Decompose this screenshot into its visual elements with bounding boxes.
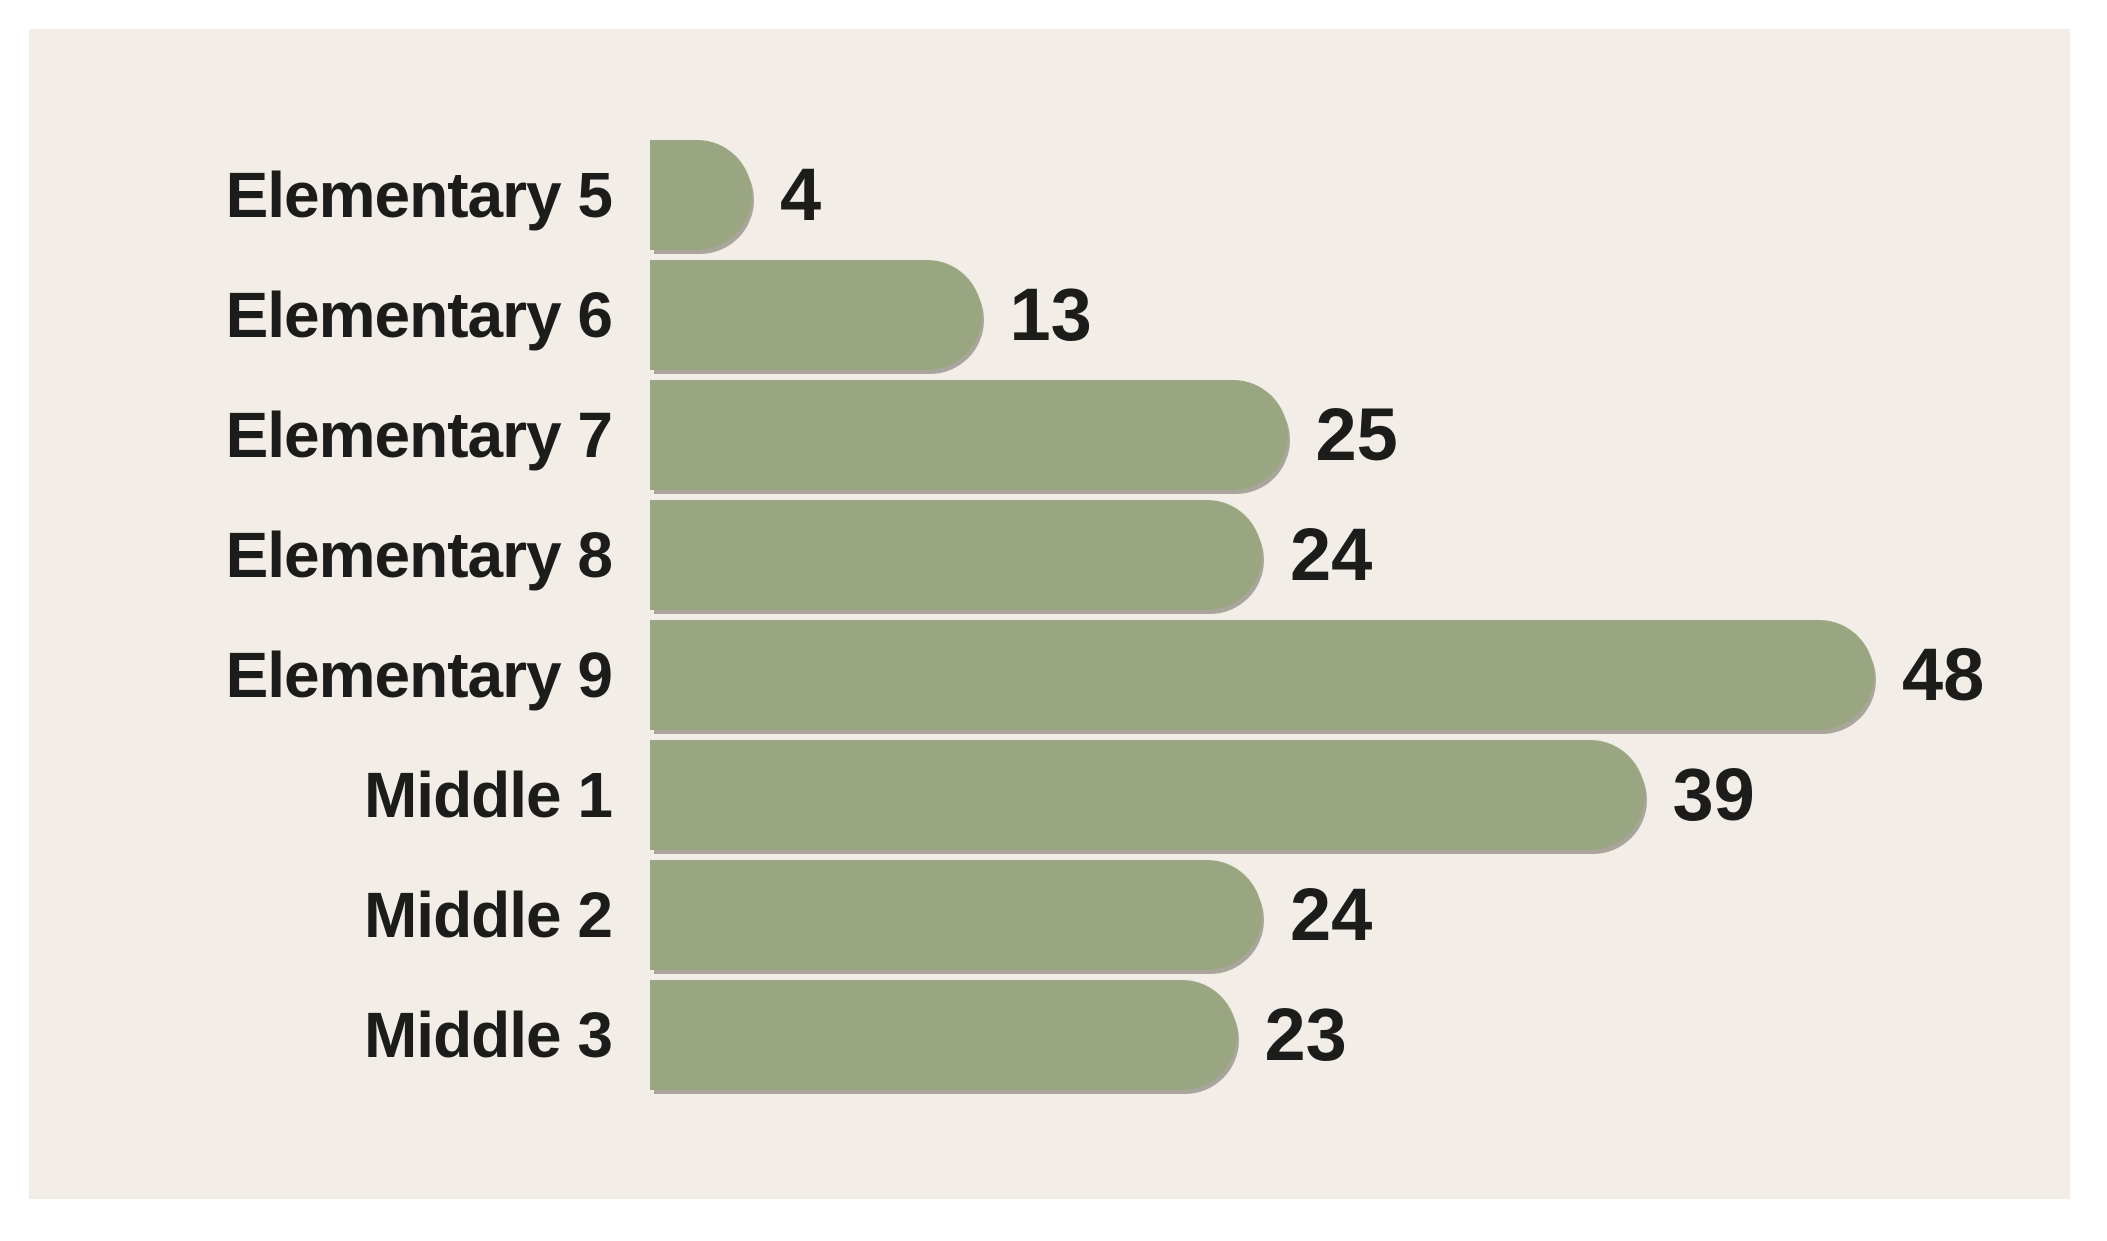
bar xyxy=(650,860,1262,970)
bar xyxy=(650,500,1262,610)
value-label: 39 xyxy=(1672,753,1755,836)
chart-row: Elementary 9 48 xyxy=(29,620,2070,730)
bar xyxy=(650,980,1237,1090)
bar-track: 23 xyxy=(650,980,2070,1090)
category-label: Middle 1 xyxy=(363,759,613,831)
value-label: 24 xyxy=(1290,873,1373,956)
chart-row: Elementary 6 13 xyxy=(29,260,2070,370)
chart-panel: Elementary 5 4 Elementary 6 13 Elementary 7 2… xyxy=(29,29,2070,1199)
bar-track: 39 xyxy=(650,740,2070,850)
bar-chart: Elementary 5 4 Elementary 6 13 Elementary 7 2… xyxy=(29,140,2070,1100)
value-label: 24 xyxy=(1290,513,1373,596)
bar xyxy=(650,140,752,250)
bar xyxy=(650,260,982,370)
bar xyxy=(650,380,1288,490)
chart-row: Elementary 5 4 xyxy=(29,140,2070,250)
value-label: 13 xyxy=(1009,273,1092,356)
category-label: Elementary 9 xyxy=(225,639,613,711)
chart-row: Elementary 8 24 xyxy=(29,500,2070,610)
chart-row: Middle 3 23 xyxy=(29,980,2070,1090)
value-label: 25 xyxy=(1315,393,1398,476)
chart-row: Middle 2 24 xyxy=(29,860,2070,970)
value-label: 48 xyxy=(1902,633,1985,716)
category-label: Middle 2 xyxy=(363,879,613,951)
chart-row: Middle 1 39 xyxy=(29,740,2070,850)
value-label: 4 xyxy=(780,153,822,236)
bar xyxy=(650,740,1645,850)
bar xyxy=(650,620,1874,730)
category-label: Elementary 7 xyxy=(225,399,613,471)
category-label: Middle 3 xyxy=(363,999,613,1071)
bar-track: 25 xyxy=(650,380,2070,490)
bar-track: 13 xyxy=(650,260,2070,370)
category-label: Elementary 8 xyxy=(225,519,613,591)
value-label: 23 xyxy=(1264,993,1347,1076)
category-label: Elementary 5 xyxy=(225,159,613,231)
bar-track: 24 xyxy=(650,860,2070,970)
bar-track: 24 xyxy=(650,500,2070,610)
chart-row: Elementary 7 25 xyxy=(29,380,2070,490)
bar-track: 4 xyxy=(650,140,2070,250)
category-label: Elementary 6 xyxy=(225,279,613,351)
bar-track: 48 xyxy=(650,620,2070,730)
